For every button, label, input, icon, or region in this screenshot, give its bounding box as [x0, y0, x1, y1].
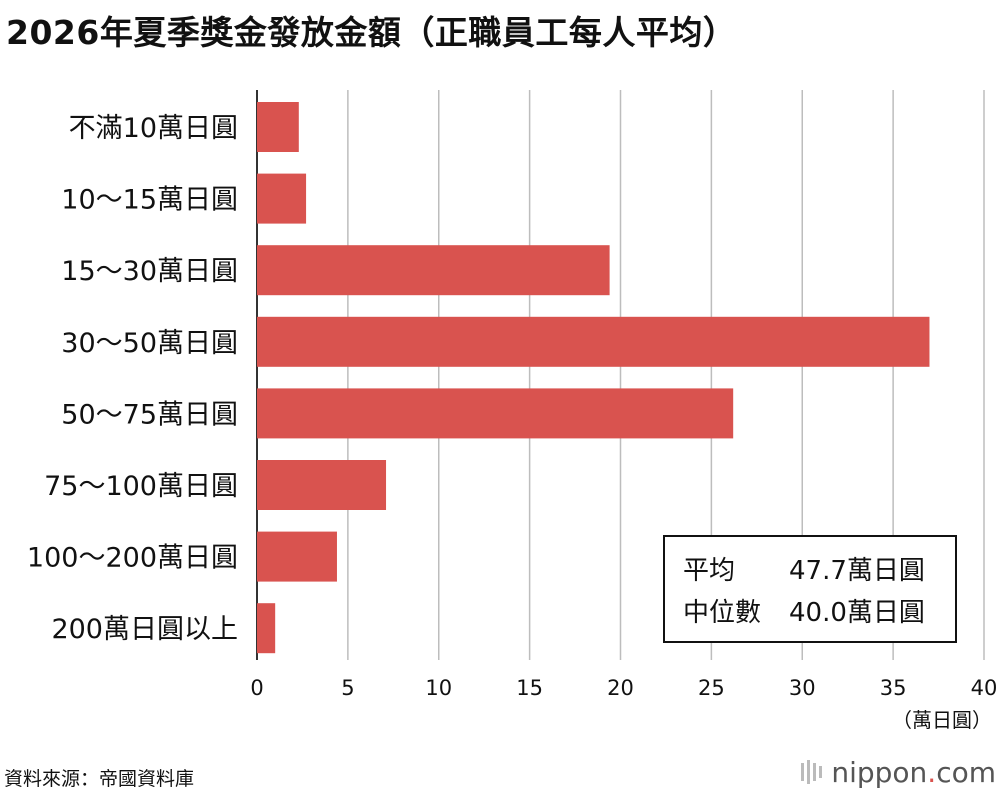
category-label: 75〜100萬日圓: [44, 471, 238, 502]
x-tick-labels: 0 5 10 15 20 25 30 35 40: [250, 676, 997, 700]
logo-tld: com: [936, 756, 996, 789]
stat-row-average: 平均 47.7萬日圓: [683, 547, 955, 589]
stat-value: 47.7萬日圓: [789, 555, 925, 586]
x-tick-label: 40: [971, 676, 998, 700]
x-axis-unit-label: （萬日圓）: [892, 708, 992, 732]
bar: [257, 102, 299, 152]
category-label: 100〜200萬日圓: [27, 543, 238, 574]
x-tick-label: 15: [516, 676, 543, 700]
x-tick-label: 0: [250, 676, 263, 700]
bar: [257, 531, 337, 582]
category-label: 10〜15萬日圓: [61, 185, 238, 216]
bar: [257, 316, 930, 367]
x-tick-label: 25: [698, 676, 725, 700]
category-labels: 不滿10萬日圓 10〜15萬日圓 15〜30萬日圓 30〜50萬日圓 50〜75萬日圓 7…: [27, 113, 238, 645]
bar: [257, 173, 307, 224]
bar: [257, 460, 387, 510]
logo-dot: .: [927, 756, 937, 789]
category-label: 15〜30萬日圓: [61, 256, 238, 287]
category-label: 不滿10萬日圓: [69, 113, 238, 144]
stat-label: 平均: [683, 555, 736, 586]
bar: [257, 603, 276, 654]
nippon-logo: nippon.com: [799, 756, 996, 789]
bar: [257, 388, 734, 439]
source-note: 資料來源：帝國資料庫: [4, 768, 195, 790]
stat-row-median: 中位數 40.0萬日圓: [683, 589, 955, 631]
category-label: 50〜75萬日圓: [61, 399, 238, 430]
stat-label: 中位數: [683, 597, 762, 628]
x-tick-label: 10: [425, 676, 452, 700]
x-tick-label: 35: [880, 676, 907, 700]
bars: [257, 102, 930, 654]
bar: [257, 245, 610, 296]
stats-box: 平均 47.7萬日圓 中位數 40.0萬日圓: [663, 535, 957, 643]
category-label: 30〜50萬日圓: [61, 328, 238, 359]
nippon-logo-mark-icon: [801, 760, 823, 784]
x-tick-label: 20: [607, 676, 634, 700]
x-tick-label: 30: [789, 676, 816, 700]
stat-value: 40.0萬日圓: [789, 597, 925, 628]
category-label: 200萬日圓以上: [51, 614, 238, 645]
chart-title: 2026年夏季獎金發放金額（正職員工每人平均）: [6, 13, 737, 52]
x-tick-label: 5: [341, 676, 354, 700]
logo-name: nippon: [831, 756, 928, 789]
